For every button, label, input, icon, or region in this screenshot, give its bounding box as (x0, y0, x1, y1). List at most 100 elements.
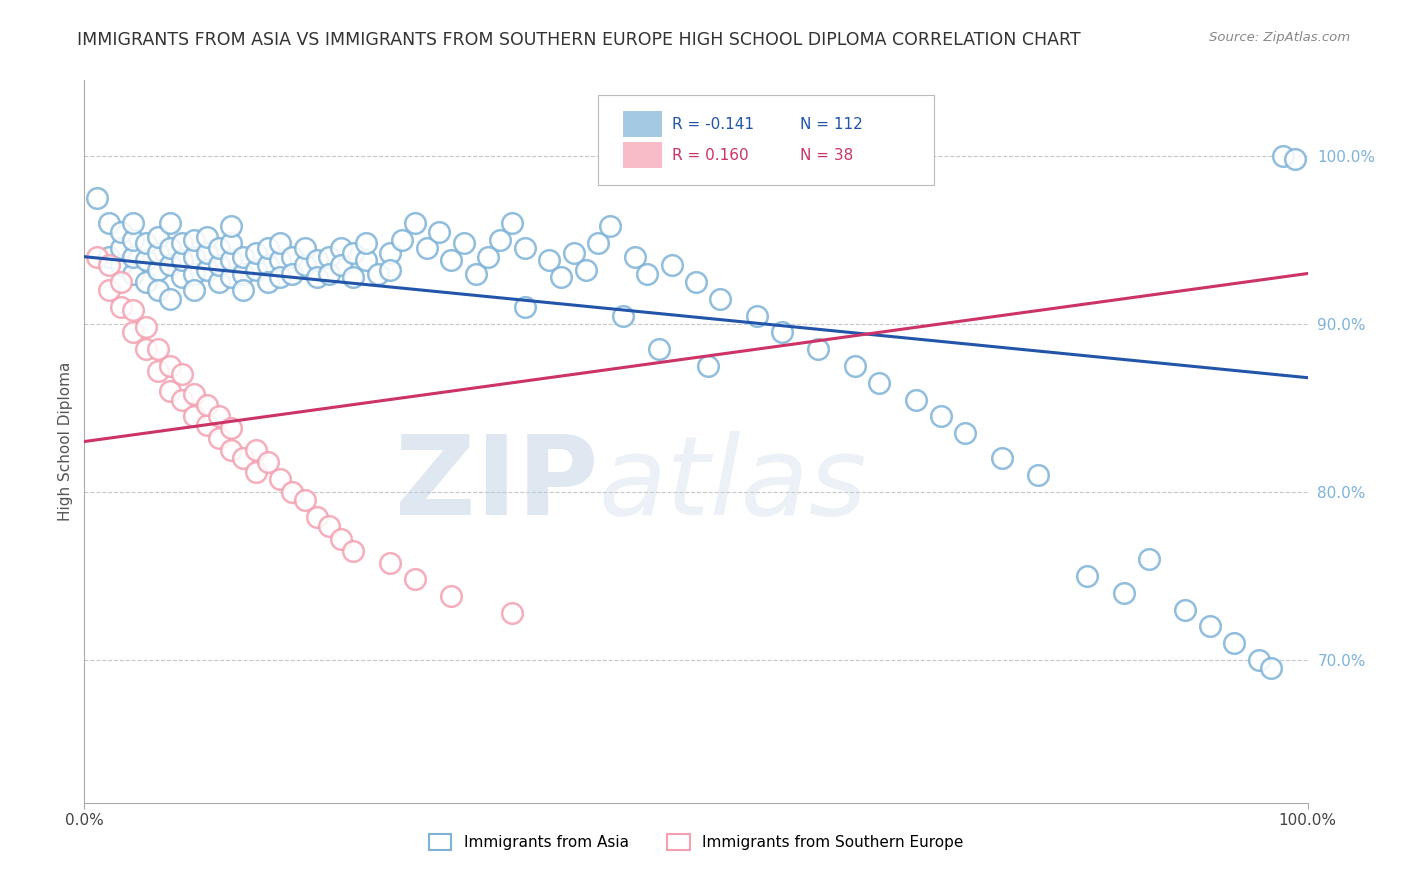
Point (159, 216, 181, 230)
Point (513, 300, 536, 314)
Point (575, 263, 598, 277)
Point (697, 359, 720, 373)
Point (1260, 661, 1282, 675)
Point (183, 387, 205, 401)
Point (440, 589, 463, 603)
Point (1284, 153, 1306, 167)
Point (208, 241, 231, 255)
Point (1198, 619, 1220, 633)
Point (219, 269, 242, 284)
Point (245, 246, 267, 260)
Point (391, 233, 413, 247)
Point (294, 258, 316, 272)
Point (1076, 569, 1098, 583)
Point (146, 283, 169, 297)
Point (550, 269, 572, 284)
Point (208, 275, 231, 289)
Point (538, 253, 561, 268)
Point (146, 364, 169, 378)
Point (195, 417, 218, 432)
Point (159, 241, 181, 255)
Point (208, 258, 231, 272)
Point (135, 342, 157, 356)
Point (330, 532, 353, 546)
Point (354, 236, 377, 251)
Point (1137, 552, 1160, 566)
Point (453, 236, 475, 251)
Point (342, 246, 364, 260)
Point (281, 485, 304, 500)
Point (380, 263, 402, 277)
Point (269, 269, 291, 284)
Point (122, 303, 145, 318)
Point (367, 267, 389, 281)
Point (562, 246, 585, 260)
Text: N = 112: N = 112 (800, 117, 863, 132)
Point (219, 219, 242, 234)
Point (97, 283, 120, 297)
Point (294, 493, 316, 508)
Point (232, 283, 254, 297)
Point (110, 225, 132, 239)
Point (440, 253, 463, 268)
Point (159, 359, 181, 373)
Point (245, 465, 267, 479)
Point (159, 292, 181, 306)
Text: R = 0.160: R = 0.160 (672, 148, 748, 163)
Point (281, 250, 304, 264)
Point (636, 267, 658, 281)
Point (905, 392, 928, 407)
Point (380, 556, 402, 570)
Point (183, 250, 205, 264)
Point (502, 606, 524, 620)
Point (122, 267, 145, 281)
Point (330, 241, 353, 255)
Text: atlas: atlas (598, 432, 866, 539)
Point (1174, 602, 1197, 616)
Point (502, 216, 524, 230)
Text: Source: ZipAtlas.com: Source: ZipAtlas.com (1209, 31, 1350, 45)
Point (159, 384, 181, 398)
Point (208, 431, 231, 445)
Point (991, 451, 1014, 466)
Point (269, 471, 291, 485)
Point (183, 233, 205, 247)
Point (427, 225, 450, 239)
Point (281, 267, 304, 281)
Point (747, 309, 769, 323)
Point (110, 241, 132, 255)
Point (404, 572, 426, 586)
Point (146, 342, 169, 356)
FancyBboxPatch shape (623, 143, 662, 169)
Point (1223, 636, 1246, 650)
Point (195, 229, 218, 244)
Point (183, 267, 205, 281)
Point (245, 263, 267, 277)
Point (1114, 586, 1136, 600)
Point (342, 269, 364, 284)
Point (464, 267, 486, 281)
Point (110, 275, 132, 289)
Point (257, 258, 280, 272)
Point (269, 236, 291, 251)
Point (586, 236, 609, 251)
Point (807, 342, 830, 356)
Point (219, 253, 242, 268)
Point (477, 250, 499, 264)
Point (305, 510, 328, 524)
Point (86, 250, 108, 264)
FancyBboxPatch shape (598, 95, 935, 185)
Point (342, 543, 364, 558)
Point (869, 376, 891, 390)
Point (685, 275, 707, 289)
Point (1028, 468, 1050, 483)
Point (172, 392, 194, 407)
Point (232, 451, 254, 466)
Point (183, 409, 205, 424)
Point (416, 241, 439, 255)
Point (219, 236, 242, 251)
Point (953, 426, 976, 441)
Text: R = -0.141: R = -0.141 (672, 117, 754, 132)
Point (122, 233, 145, 247)
Point (219, 421, 242, 435)
